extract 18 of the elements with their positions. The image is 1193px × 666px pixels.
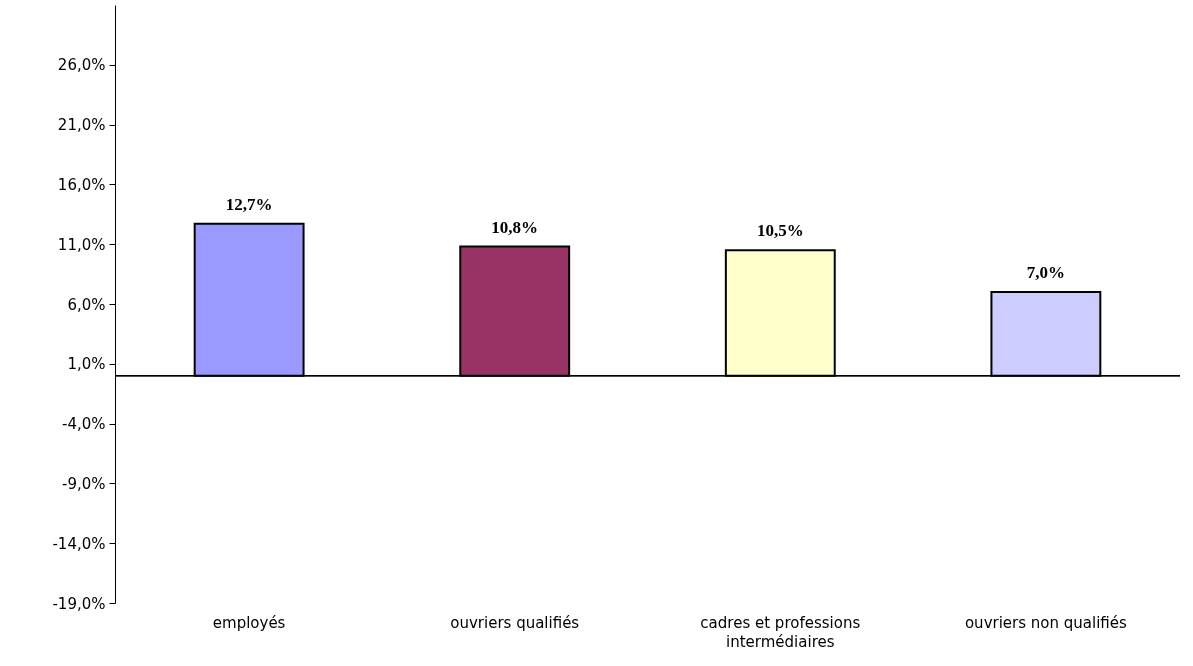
data-label: 7,0% [1026, 263, 1065, 283]
y-tick-label: -14,0% [52, 534, 106, 553]
y-tick-label: 26,0% [57, 56, 106, 75]
y-tick-label: 16,0% [57, 175, 106, 194]
data-label: 10,8% [491, 217, 539, 237]
x-tick-label: ouvriers qualifiés [450, 613, 580, 632]
y-tick-label: 1,0% [67, 355, 106, 374]
y-tick-label: 6,0% [67, 295, 106, 314]
x-tick-label: ouvriers non qualifiés [964, 613, 1127, 632]
y-tick-label: 11,0% [57, 235, 106, 254]
x-tick-label: cadres et professions intermédiaires [700, 613, 861, 651]
y-tick-label: 21,0% [57, 116, 106, 135]
data-label: 10,5% [756, 221, 804, 241]
y-tick-label: -19,0% [52, 594, 106, 613]
y-tick-label: -9,0% [61, 474, 106, 493]
x-tick-label: employés [212, 613, 286, 632]
y-tick-label: -4,0% [61, 415, 106, 434]
data-label: 12,7% [225, 194, 273, 214]
